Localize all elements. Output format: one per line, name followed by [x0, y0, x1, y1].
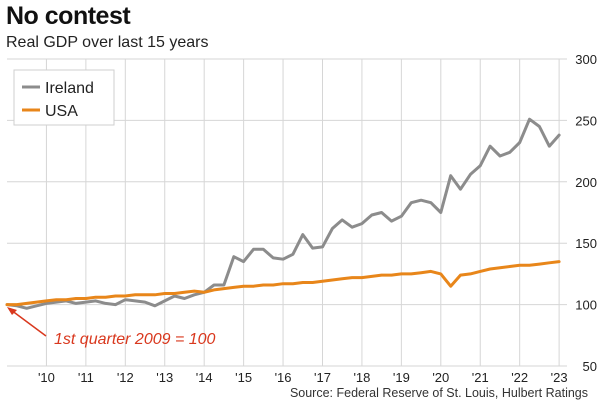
x-tick-label: '23: [551, 370, 568, 385]
y-tick-label: 200: [575, 175, 597, 190]
x-tick-label: '13: [156, 370, 173, 385]
series-line-usa: [5, 260, 561, 307]
x-tick-label: '14: [196, 370, 213, 385]
chart-source: Source: Federal Reserve of St. Louis, Hu…: [289, 386, 588, 400]
x-tick-label: '17: [314, 370, 331, 385]
y-axis-ticks: 50 100 150 200 250 300: [575, 52, 597, 374]
x-tick-label: '10: [38, 370, 55, 385]
y-tick-label: 250: [575, 113, 597, 128]
x-tick-label: '22: [511, 370, 528, 385]
x-tick-label: '19: [393, 370, 410, 385]
x-tick-label: '15: [235, 370, 252, 385]
grid: [7, 58, 567, 367]
x-axis-ticks: '10 '11 '12 '13 '14 '15 '16 '17 '18 '19 '20 '21 '22 '…: [38, 370, 568, 385]
x-tick-label: '18: [353, 370, 370, 385]
series-line-ireland: [5, 117, 561, 310]
x-tick-label: '20: [432, 370, 449, 385]
y-tick-label: 50: [583, 359, 597, 374]
legend-box: [13, 69, 115, 126]
legend: Ireland USA: [13, 69, 115, 126]
annotation-arrow-line: [10, 309, 47, 337]
x-tick-label: '21: [472, 370, 489, 385]
annotation: 1st quarter 2009 = 100: [7, 307, 216, 348]
chart-title: No contest: [6, 2, 131, 30]
chart-subtitle: Real GDP over last 15 years: [6, 34, 209, 51]
y-tick-label: 300: [575, 52, 597, 67]
annotation-arrowhead: [7, 307, 17, 315]
x-tick-label: '16: [275, 370, 292, 385]
legend-label-usa: USA: [45, 103, 78, 120]
x-tick-label: '12: [117, 370, 134, 385]
y-tick-label: 150: [575, 236, 597, 251]
series-lines: [5, 117, 561, 310]
legend-label-ireland: Ireland: [45, 80, 94, 97]
annotation-text: 1st quarter 2009 = 100: [54, 331, 216, 348]
y-tick-label: 100: [575, 298, 597, 313]
x-tick-label: '11: [78, 370, 94, 385]
